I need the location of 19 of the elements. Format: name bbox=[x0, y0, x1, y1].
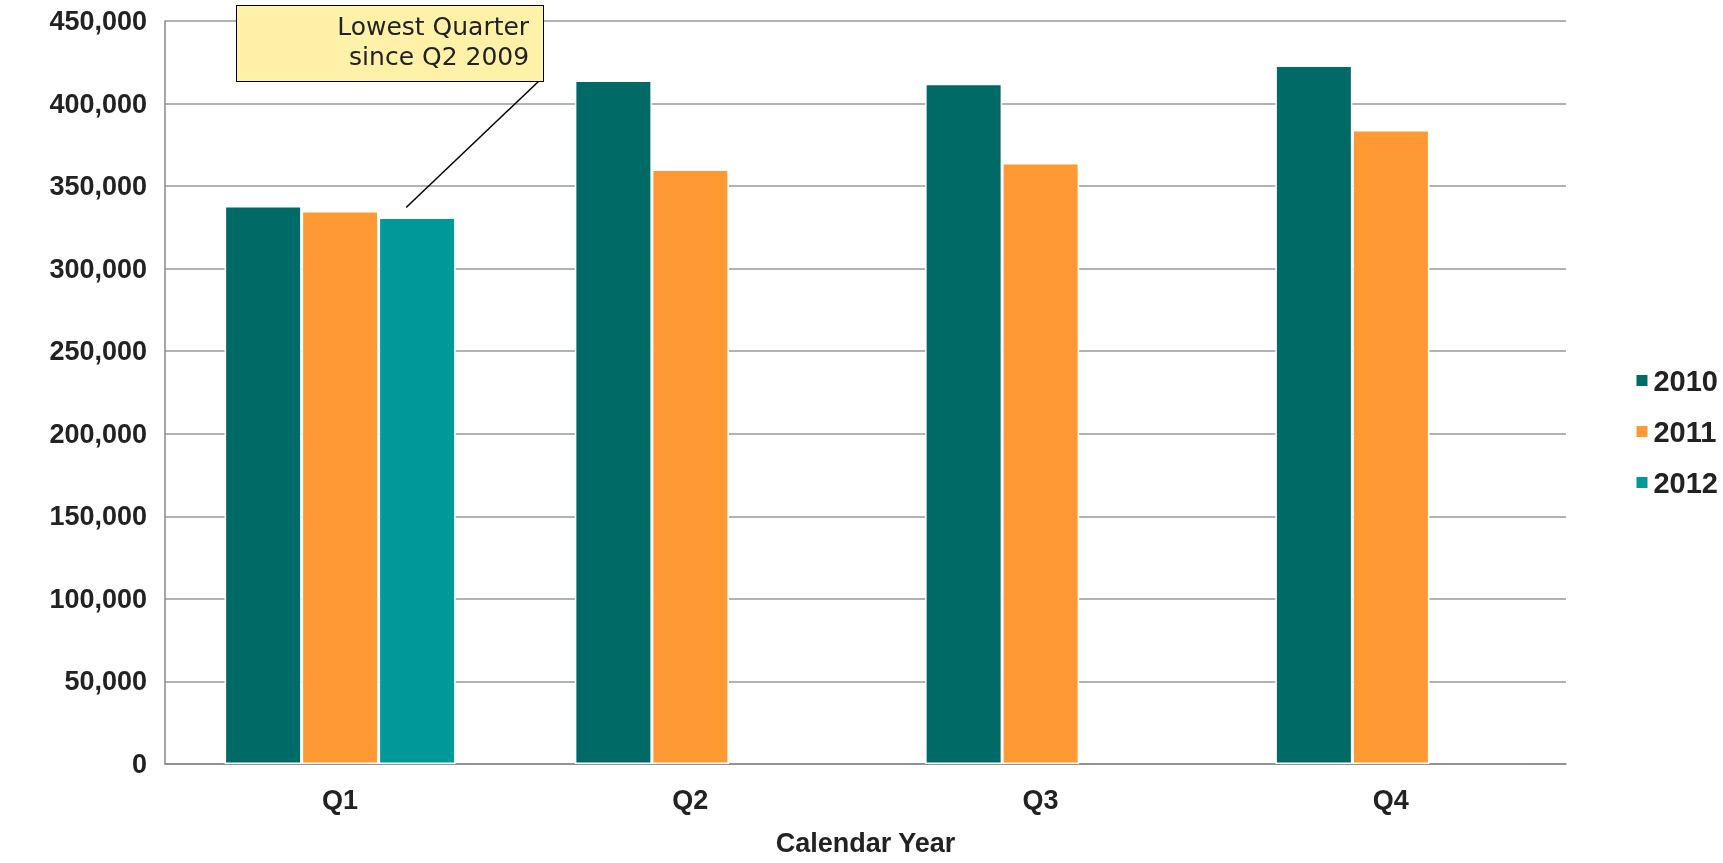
y-tick-label: 100,000 bbox=[49, 583, 147, 614]
y-tick-label: 350,000 bbox=[49, 171, 147, 202]
y-tick-label: 400,000 bbox=[49, 88, 147, 119]
y-tick-label: 0 bbox=[131, 749, 147, 779]
x-axis-title: Calendar Year bbox=[775, 827, 956, 858]
x-tick-label: Q2 bbox=[672, 784, 709, 815]
y-tick-label: 300,000 bbox=[49, 253, 147, 284]
y-tick-label: 150,000 bbox=[49, 501, 147, 532]
x-tick-label: Q3 bbox=[1022, 784, 1059, 815]
y-tick-label: 50,000 bbox=[64, 666, 147, 697]
y-tick-label: 250,000 bbox=[49, 336, 147, 367]
callout-box: Lowest Quarter since Q2 2009 bbox=[236, 5, 545, 82]
x-tick-label: Q4 bbox=[1372, 784, 1409, 815]
y-tick-label: 450,000 bbox=[49, 6, 147, 36]
x-tick-label: Q1 bbox=[322, 784, 359, 815]
y-tick-label: 200,000 bbox=[49, 418, 147, 449]
legend-label: 2011 bbox=[1653, 415, 1717, 448]
legend-label: 2012 bbox=[1653, 466, 1718, 499]
legend-label: 2010 bbox=[1653, 364, 1718, 397]
